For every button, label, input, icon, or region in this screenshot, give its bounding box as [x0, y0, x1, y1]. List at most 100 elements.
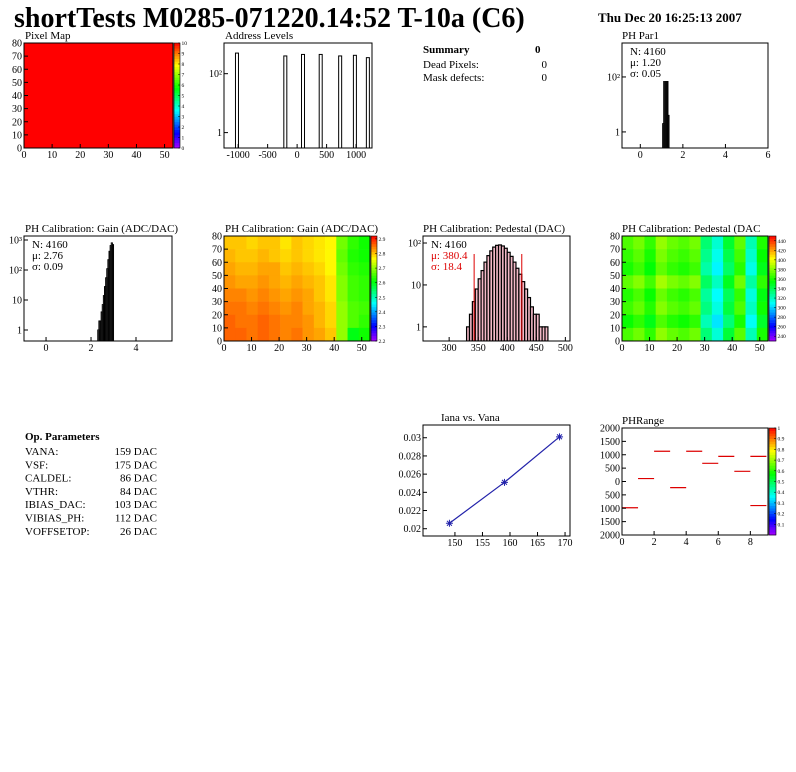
parameter-name: IBIAS_DAC: [25, 499, 86, 511]
palette-step [371, 301, 377, 305]
palette-step [371, 272, 377, 276]
y-tick-label: 1500 [600, 517, 620, 528]
palette-step [769, 428, 776, 431]
heatmap-cell [347, 236, 360, 250]
heatmap-cell [734, 327, 746, 341]
y-tick-label: 50 [12, 78, 22, 89]
palette-step [371, 288, 377, 292]
summary-label: Dead Pixels: [423, 59, 479, 71]
x-tick-label: 300 [442, 343, 457, 354]
heatmap-cell [711, 301, 724, 316]
palette-label: 1 [778, 426, 781, 432]
y-tick-label: 0.022 [399, 506, 422, 517]
spike [338, 55, 343, 148]
heatmap-cell [280, 249, 292, 263]
x-tick-label: 30 [103, 150, 113, 161]
heatmap-cell [700, 275, 713, 289]
frame-border [422, 424, 571, 537]
stats-text: N: 4160 [32, 239, 68, 251]
x-tick-label: 0 [620, 537, 625, 548]
palette-step [769, 327, 776, 331]
palette-label: 2.9 [379, 237, 386, 243]
heatmap-cell [655, 314, 668, 329]
heatmap-cell [325, 249, 337, 263]
heatmap-cell [325, 288, 337, 302]
plot-area [622, 236, 768, 341]
palette-step [174, 119, 180, 123]
heatmap-cell [633, 262, 645, 276]
heatmap-cell [711, 236, 724, 250]
heatmap-cell [756, 301, 768, 316]
y-tick-label: 10 [212, 323, 222, 334]
heatmap-cell [268, 275, 281, 289]
palette-step [769, 492, 776, 496]
heatmap-cell [336, 236, 348, 250]
heatmap-cell [268, 262, 281, 276]
heatmap-cell [313, 236, 326, 250]
palette-label: 5 [182, 94, 185, 100]
panel: PHRange 0 2 4 6 8 2000 1500 1000 500 0 500 1000 1500 2… [600, 415, 785, 548]
panel-title: PH Calibration: Gain (ADC/DAC) [225, 223, 378, 235]
palette-step [371, 243, 377, 247]
heatmap-cell [700, 249, 713, 263]
heatmap-cell [246, 249, 258, 263]
marker [556, 433, 564, 441]
heatmap-cell [302, 288, 315, 302]
palette-step [769, 262, 776, 266]
palette-step [769, 267, 776, 271]
heatmap-cell [347, 301, 360, 316]
heatmap-cell [291, 301, 303, 316]
palette-step [174, 53, 180, 57]
y-tick-label: 80 [212, 232, 222, 243]
y-tick-label: 60 [610, 258, 620, 269]
palette-step [769, 444, 776, 448]
heatmap-cell [347, 327, 360, 341]
palette-label: 260 [778, 325, 787, 331]
heatmap-cell [358, 301, 370, 316]
heatmap-cell [235, 249, 247, 263]
heatmap-cell [666, 301, 679, 316]
heatmap-cell [633, 301, 645, 316]
heatmap-cell [666, 249, 679, 263]
heatmap-cell [336, 249, 348, 263]
panel: PH Calibration: Gain (ADC/DAC)0 10 20 30 40 5… [212, 223, 386, 354]
stats-text: N: 4160 [431, 239, 467, 251]
frame-border [621, 42, 769, 149]
heatmap-cell [246, 275, 258, 289]
palette-label: 0.2 [778, 512, 785, 518]
heatmap-cell [678, 314, 690, 329]
heatmap-cell [633, 275, 645, 289]
stats-text: μ: 1.20 [630, 57, 661, 69]
heatmap-cell [224, 314, 236, 329]
parameter-name: VANA: [25, 446, 58, 458]
heatmap-cell [723, 275, 735, 289]
x-tick-label: 8 [748, 537, 753, 548]
heatmap-cell [257, 327, 270, 341]
x-tick-label: 6 [766, 150, 771, 161]
parameter-name: VOFFSETOP: [25, 526, 90, 538]
palette-step [174, 48, 180, 52]
heatmap-cell [689, 249, 701, 263]
palette-step [371, 296, 377, 300]
y-tick-label: 10 [12, 130, 22, 141]
heatmap-cell [756, 327, 768, 341]
heatmap-cell [655, 236, 668, 250]
palette-step [769, 454, 776, 458]
page-title: shortTests M0285-071220.14:52 T-10a (C6) [14, 3, 525, 34]
heatmap-cell [678, 236, 690, 250]
y-tick-label: 60 [212, 258, 222, 269]
heatmap-cell [336, 262, 348, 276]
palette-label: 0.3 [778, 501, 785, 507]
heatmap-cell [689, 301, 701, 316]
heatmap-cell [711, 314, 724, 329]
x-tick-label: 155 [475, 538, 490, 549]
palette-step [174, 127, 180, 130]
parameter-value: 86 DAC [120, 473, 157, 485]
heatmap-cell [302, 249, 315, 263]
heatmap-cell [246, 301, 258, 316]
palette-step [769, 272, 776, 276]
palette-step [174, 103, 180, 107]
palette-step [371, 314, 377, 318]
palette-label: 1 [182, 136, 185, 142]
